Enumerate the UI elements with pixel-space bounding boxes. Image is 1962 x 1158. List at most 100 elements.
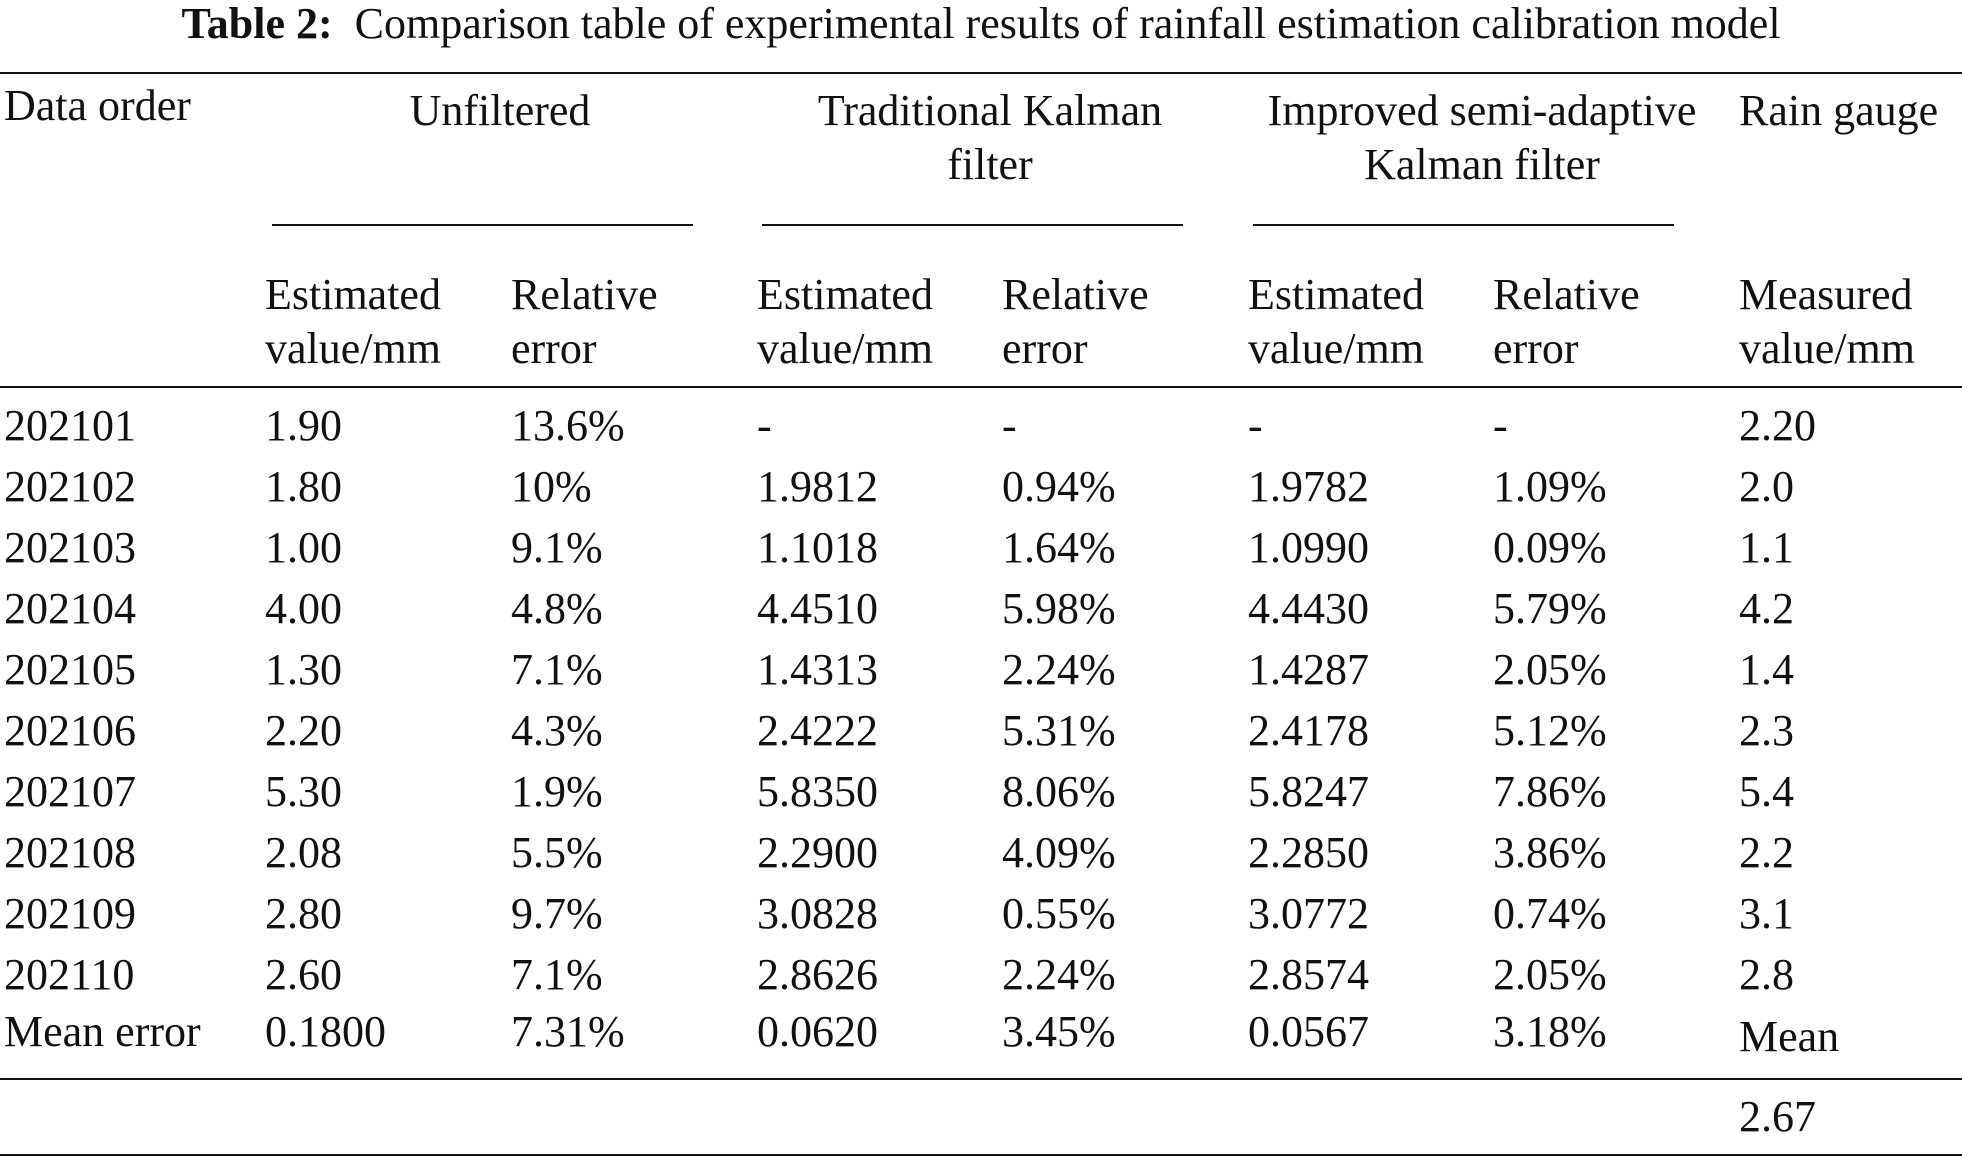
cell-rain-gauge: 3.1 <box>1739 889 1794 938</box>
subheader-line2: value/mm <box>265 324 441 373</box>
cell-unfiltered-estimated: 1.00 <box>265 523 342 572</box>
cell-traditional-error: - <box>1002 401 1017 450</box>
group-rule-unfiltered <box>272 224 693 226</box>
subheader-line1: Relative <box>511 270 658 319</box>
cell-traditional-estimated: 1.9812 <box>757 462 878 511</box>
subheader-rain-gauge-measured: Measured value/mm <box>1739 268 1915 376</box>
cell-unfiltered-error: 7.1% <box>511 950 603 999</box>
cell-rain-gauge: 2.0 <box>1739 462 1794 511</box>
subheader-improved-estimated: Estimated value/mm <box>1248 268 1424 376</box>
subheader-line1: Estimated <box>1248 270 1424 319</box>
cell-unfiltered-error: 7.1% <box>511 645 603 694</box>
cell-traditional-estimated: 2.2900 <box>757 828 878 877</box>
cell-traditional-error: 0.94% <box>1002 462 1116 511</box>
subheader-line2: error <box>511 324 597 373</box>
cell-improved-error: 2.05% <box>1493 950 1607 999</box>
cell-unfiltered-error: 4.8% <box>511 584 603 633</box>
cell-improved-estimated: 2.2850 <box>1248 828 1369 877</box>
cell-unfiltered-error: 4.3% <box>511 706 603 755</box>
cell-unfiltered-estimated: 1.30 <box>265 645 342 694</box>
cell-data-order: 202107 <box>4 767 136 816</box>
cell-data-order: 202105 <box>4 645 136 694</box>
cell-rain-gauge: 1.1 <box>1739 523 1794 572</box>
cell-data-order: 202101 <box>4 401 136 450</box>
cell-unfiltered-estimated: 2.60 <box>265 950 342 999</box>
cell-unfiltered-estimated: 1.90 <box>265 401 342 450</box>
subheader-line2: value/mm <box>757 324 933 373</box>
subheader-line2: value/mm <box>1739 324 1915 373</box>
cell-traditional-error: 0.55% <box>1002 889 1116 938</box>
mean-row-rule <box>0 1078 1962 1080</box>
cell-improved-error: 0.74% <box>1493 889 1607 938</box>
cell-traditional-error: 2.24% <box>1002 950 1116 999</box>
cell-improved-estimated: 2.8574 <box>1248 950 1369 999</box>
cell-traditional-estimated: - <box>757 401 772 450</box>
header-data-order: Data order <box>4 81 191 130</box>
cell-traditional-estimated: 2.4222 <box>757 706 878 755</box>
cell-data-order: 202109 <box>4 889 136 938</box>
group-rule-improved-kalman <box>1253 224 1674 226</box>
cell-unfiltered-error: 10% <box>511 462 592 511</box>
caption-label: Table 2: <box>181 0 333 48</box>
cell-mean-unfiltered-error: 7.31% <box>511 1007 625 1056</box>
cell-data-order: 202108 <box>4 828 136 877</box>
subheader-improved-relative-error: Relative error <box>1493 268 1640 376</box>
cell-data-order: 202110 <box>4 950 135 999</box>
cell-traditional-error: 1.64% <box>1002 523 1116 572</box>
cell-unfiltered-estimated: 2.80 <box>265 889 342 938</box>
cell-rain-gauge-mean-value: 2.67 <box>1739 1092 1816 1141</box>
cell-rain-gauge: 2.20 <box>1739 401 1816 450</box>
cell-improved-error: 1.09% <box>1493 462 1607 511</box>
header-unfiltered: Unfiltered <box>262 84 738 138</box>
cell-data-order: 202104 <box>4 584 136 633</box>
cell-unfiltered-estimated: 2.08 <box>265 828 342 877</box>
cell-traditional-error: 5.98% <box>1002 584 1116 633</box>
subheader-line1: Relative <box>1493 270 1640 319</box>
cell-data-order: 202103 <box>4 523 136 572</box>
cell-traditional-error: 8.06% <box>1002 767 1116 816</box>
cell-improved-estimated: - <box>1248 401 1263 450</box>
table-caption: Table 2: Comparison table of experimenta… <box>0 0 1962 48</box>
cell-improved-estimated: 2.4178 <box>1248 706 1369 755</box>
cell-data-order: 202106 <box>4 706 136 755</box>
cell-traditional-error: 2.24% <box>1002 645 1116 694</box>
cell-mean-unfiltered-estimated: 0.1800 <box>265 1007 386 1056</box>
subheader-traditional-estimated: Estimated value/mm <box>757 268 933 376</box>
subheader-unfiltered-estimated: Estimated value/mm <box>265 268 441 376</box>
subheader-line2: error <box>1493 324 1579 373</box>
cell-improved-error: - <box>1493 401 1508 450</box>
header-improved-kalman: Improved semi-adaptive Kalman filter <box>1232 84 1732 192</box>
cell-unfiltered-error: 9.7% <box>511 889 603 938</box>
cell-improved-error: 0.09% <box>1493 523 1607 572</box>
cell-improved-estimated: 1.4287 <box>1248 645 1369 694</box>
top-rule <box>0 72 1962 74</box>
cell-traditional-estimated: 3.0828 <box>757 889 878 938</box>
caption-text: Comparison table of experimental results… <box>354 0 1781 48</box>
cell-improved-error: 7.86% <box>1493 767 1607 816</box>
cell-unfiltered-estimated: 1.80 <box>265 462 342 511</box>
cell-rain-gauge: 2.8 <box>1739 950 1794 999</box>
cell-mean-improved-error: 3.18% <box>1493 1007 1607 1056</box>
cell-rain-gauge: 2.2 <box>1739 828 1794 877</box>
cell-mean-traditional-error: 3.45% <box>1002 1007 1116 1056</box>
cell-mean-rain-gauge-label: Mean <box>1739 1012 1840 1061</box>
subheader-line1: Estimated <box>265 270 441 319</box>
cell-traditional-error: 5.31% <box>1002 706 1116 755</box>
header-traditional-kalman-line2: filter <box>947 140 1033 189</box>
cell-traditional-estimated: 2.8626 <box>757 950 878 999</box>
cell-rain-gauge: 1.4 <box>1739 645 1794 694</box>
subheader-unfiltered-relative-error: Relative error <box>511 268 658 376</box>
header-unfiltered-line1: Unfiltered <box>409 86 591 135</box>
subheader-traditional-relative-error: Relative error <box>1002 268 1149 376</box>
cell-mean-improved-estimated: 0.0567 <box>1248 1007 1369 1056</box>
subheader-line2: error <box>1002 324 1088 373</box>
cell-improved-estimated: 3.0772 <box>1248 889 1369 938</box>
cell-improved-error: 5.79% <box>1493 584 1607 633</box>
header-rain-gauge: Rain gauge <box>1739 86 1939 135</box>
group-rule-traditional-kalman <box>762 224 1183 226</box>
cell-data-order: 202102 <box>4 462 136 511</box>
cell-improved-error: 5.12% <box>1493 706 1607 755</box>
cell-unfiltered-error: 5.5% <box>511 828 603 877</box>
cell-unfiltered-error: 13.6% <box>511 401 625 450</box>
cell-mean-traditional-estimated: 0.0620 <box>757 1007 878 1056</box>
